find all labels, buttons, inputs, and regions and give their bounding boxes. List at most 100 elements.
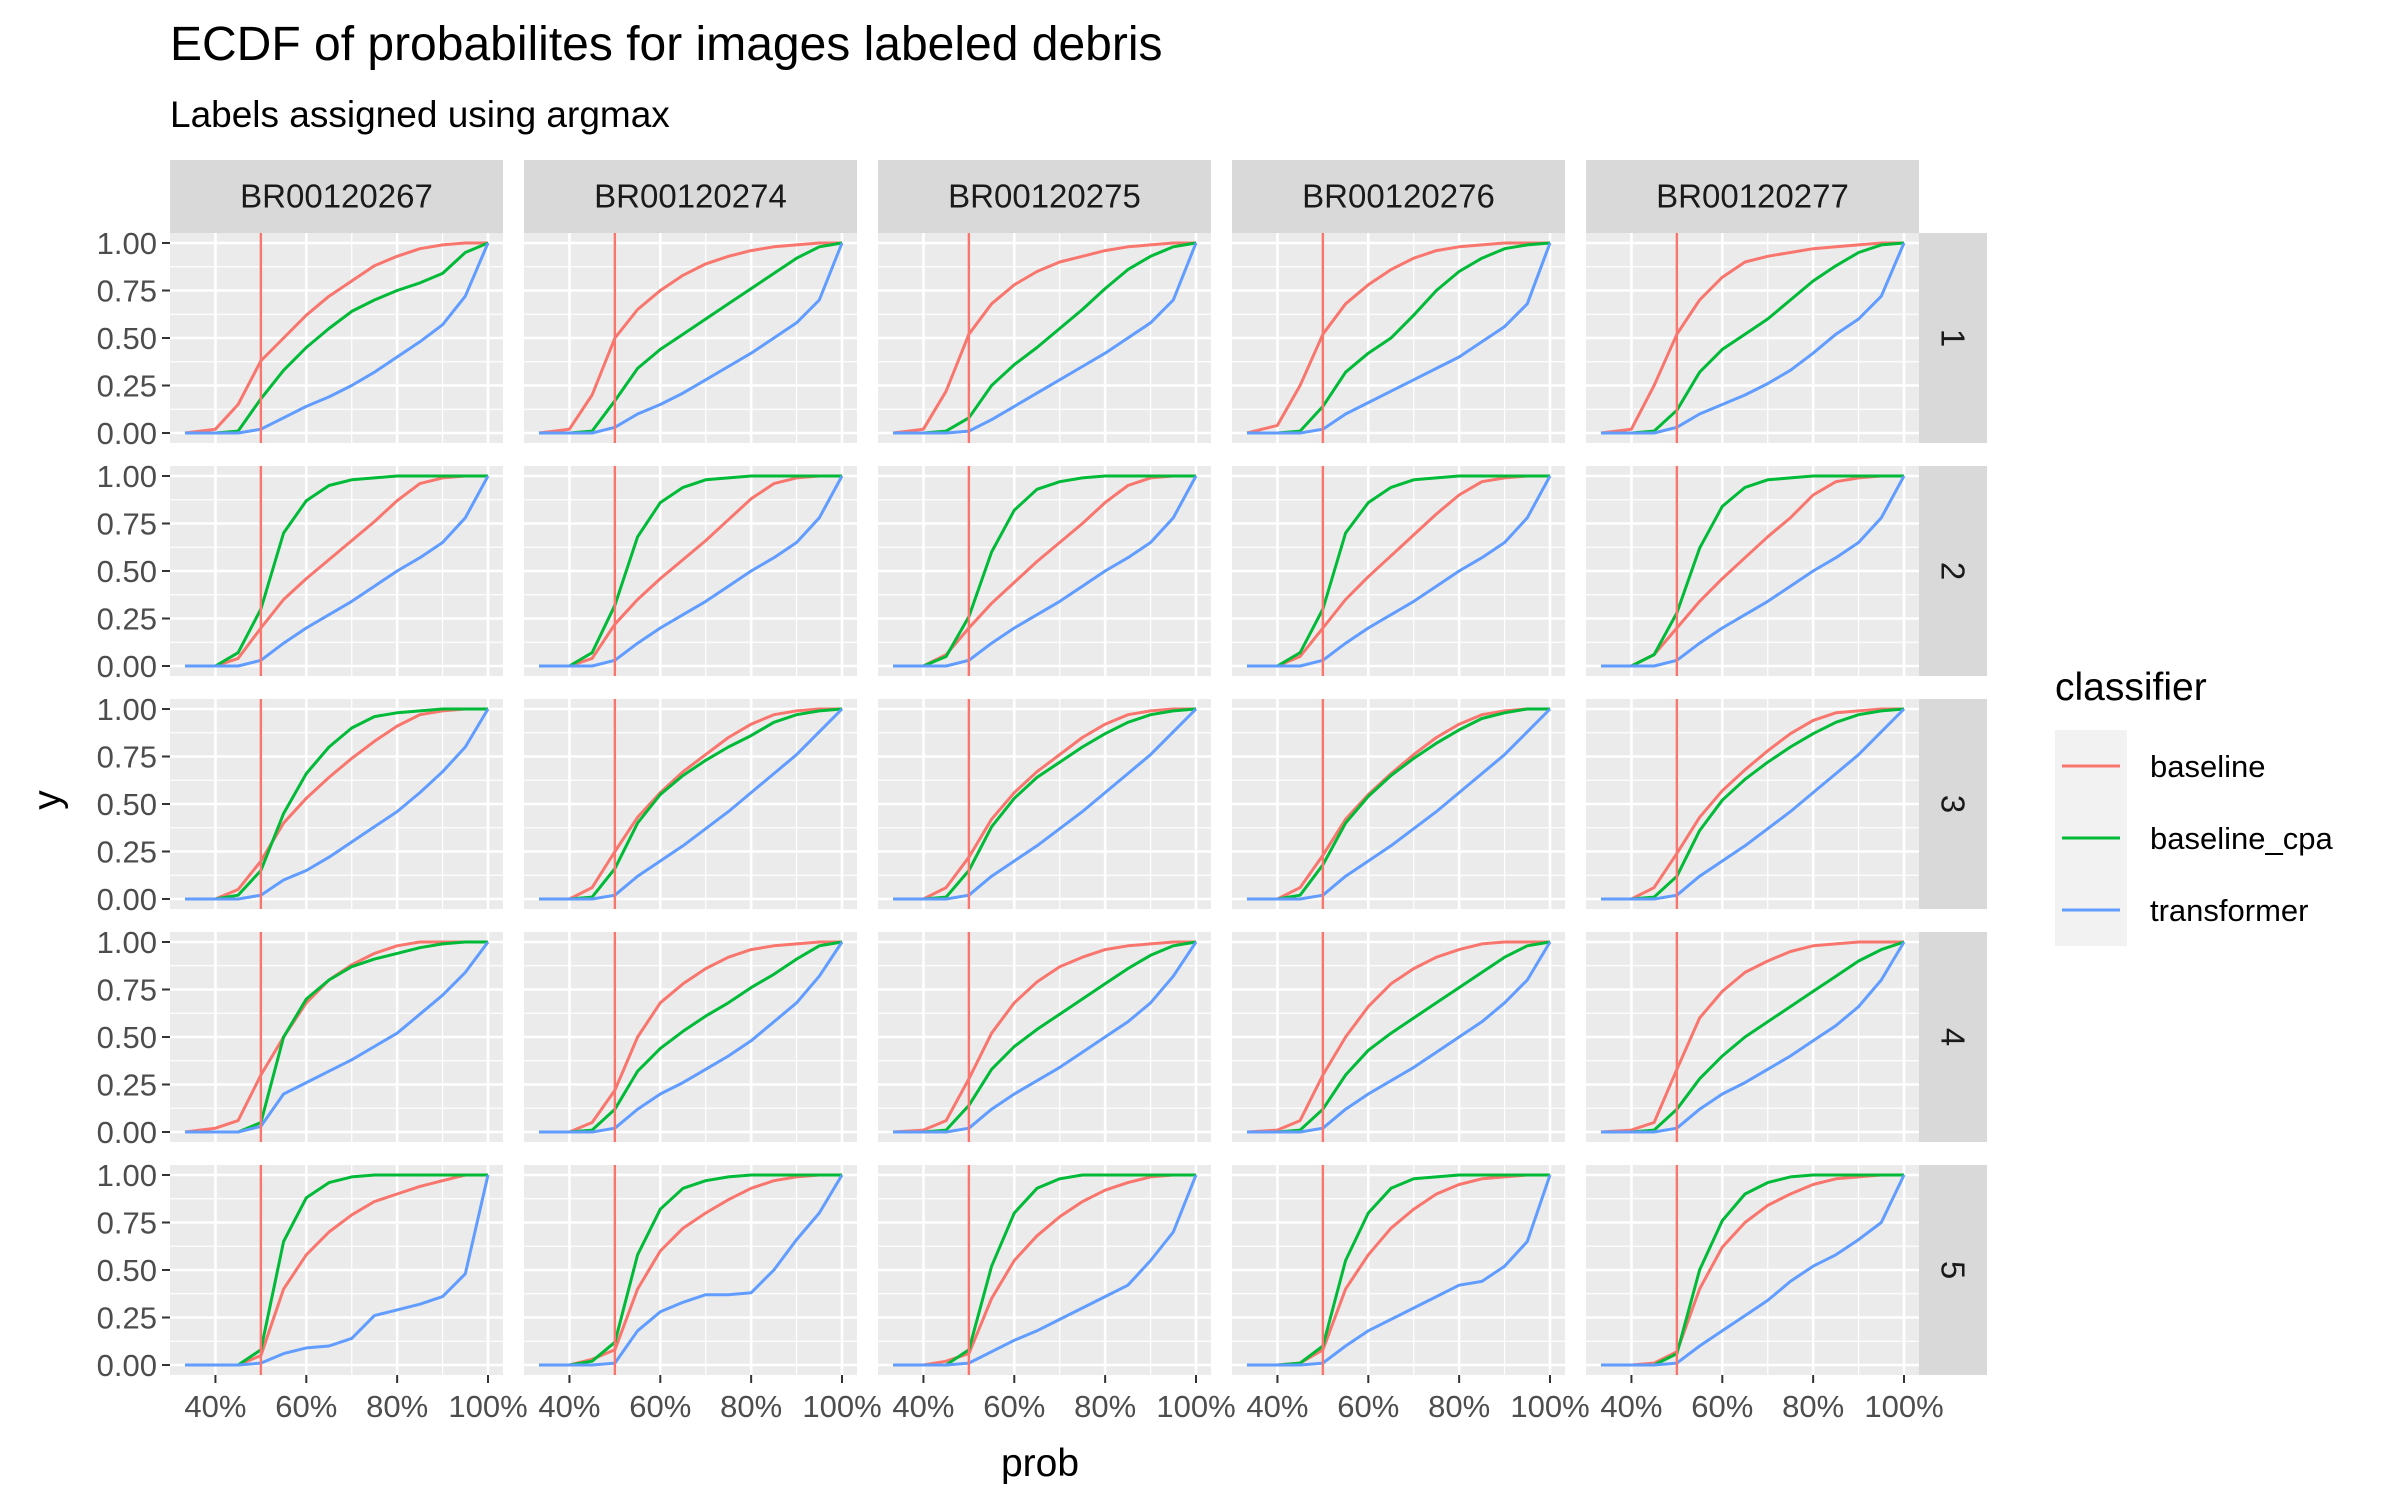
row-strip-label: 2 [1935,562,1972,580]
row-strip-3: 3 [1919,699,1987,909]
legend-label: transformer [2150,893,2308,928]
series-line-transformer [539,941,844,1134]
series-line-baseline-cpa [1247,241,1551,435]
x-tick-label: 40% [538,1389,600,1424]
panel-br00120277-row-3 [1586,699,1919,909]
x-tick-label: 40% [184,1389,246,1424]
x-tick-label: 100% [1864,1389,1943,1424]
x-tick-label: 60% [629,1389,691,1424]
series-line-transformer [893,475,1198,668]
x-tick-label: 80% [366,1389,428,1424]
legend: classifier baseline baseline_cpa transform… [2055,666,2333,946]
y-tick-label: 0.50 [97,554,157,589]
y-tick-label: 0.00 [97,1115,157,1150]
panel-br00120275-row-4 [878,932,1211,1142]
series-line-baseline-cpa [1601,1173,1904,1367]
column-strip-br00120274: BR00120274 [524,160,857,233]
series-line-baseline [538,241,842,435]
panel-br00120276-row-5 [1232,1165,1565,1375]
series-line-transformer [539,242,844,435]
panel-br00120274-row-3 [524,699,857,909]
panel-br00120275-row-5 [878,1165,1211,1375]
column-strip-br00120275: BR00120275 [878,160,1211,233]
y-tick-label: 1.00 [97,1158,157,1193]
y-tick-label: 0.50 [97,321,157,356]
series-line-transformer [185,475,490,668]
chart-title: ECDF of probabilites for images labeled … [170,18,1162,71]
row-strip-4: 4 [1919,932,1987,1142]
series-line-baseline-cpa [893,707,1197,901]
panel-br00120274-row-5 [524,1165,857,1375]
x-tick-label: 80% [1074,1389,1136,1424]
y-tick-label: 0.00 [97,882,157,917]
row-strip-label: 5 [1935,1261,1972,1279]
series-line-transformer [539,1174,844,1367]
series-line-baseline-cpa [1601,241,1905,435]
series-line-transformer [185,1174,490,1367]
x-tick-label: 80% [1782,1389,1844,1424]
series-line-baseline-cpa [1601,474,1904,668]
column-strip-label: BR00120276 [1302,178,1495,215]
x-tick-label: 100% [802,1389,881,1424]
panel-br00120276-row-3 [1232,699,1565,909]
panel-br00120274-row-4 [524,932,857,1142]
x-tick-label: 40% [1246,1389,1308,1424]
panel-br00120267-row-3 [170,699,503,909]
column-strip-label: BR00120275 [948,178,1141,215]
y-tick-label: 0.25 [97,1301,157,1336]
series-line-transformer [893,242,1198,435]
series-line-transformer [1247,475,1552,668]
panel-br00120275-row-2 [878,466,1211,676]
series-line-baseline-cpa [539,940,843,1134]
series-line-baseline [892,241,1196,435]
series-line-baseline [1247,707,1550,901]
series-line-baseline-cpa [1247,940,1551,1134]
series-line-baseline [1600,241,1904,435]
column-strip-br00120267: BR00120267 [170,160,503,233]
series-line-baseline [892,940,1196,1134]
series-line-baseline-cpa [1601,940,1905,1134]
panel-br00120274-row-1 [524,233,857,443]
legend-item-baseline: baseline [2055,730,2265,802]
x-axis-title: prob [1001,1442,1079,1485]
panel-br00120277-row-4 [1586,932,1919,1142]
panel-br00120267-row-2 [170,466,503,676]
x-tick-label: 100% [1156,1389,1235,1424]
x-tick-label: 60% [275,1389,337,1424]
legend-label: baseline_cpa [2150,821,2333,856]
y-tick-label: 0.50 [97,1253,157,1288]
panel-br00120267-row-4 [170,932,503,1142]
series-line-baseline-cpa [893,1173,1196,1367]
panel-br00120274-row-2 [524,466,857,676]
x-tick-label: 80% [1428,1389,1490,1424]
series-line-baseline-cpa [1247,1173,1550,1367]
legend-item-transformer: transformer [2055,874,2308,946]
series-line-baseline [1600,940,1904,1134]
series-line-transformer [539,707,844,901]
y-axis-title: y [26,790,69,810]
series-line-transformer [1247,707,1552,901]
series-line-baseline [1247,474,1550,668]
y-tick-label: 0.00 [97,1348,157,1383]
panel-br00120267-row-5 [170,1165,503,1375]
column-strip-br00120277: BR00120277 [1586,160,1919,233]
series-line-baseline-cpa [539,1173,842,1367]
x-tick-label: 100% [1510,1389,1589,1424]
legend-title: classifier [2055,666,2207,709]
series-line-baseline-cpa [185,707,488,901]
series-line-baseline-cpa [1247,707,1550,901]
panel-br00120277-row-5 [1586,1165,1919,1375]
chart-subtitle: Labels assigned using argmax [170,94,670,135]
row-strip-1: 1 [1919,233,1987,443]
series-line-baseline-cpa [539,474,842,668]
series-line-baseline-cpa [1247,474,1550,668]
series-line-transformer [1601,941,1906,1134]
series-line-transformer [539,475,844,668]
row-strip-5: 5 [1919,1165,1987,1375]
panel-br00120276-row-4 [1232,932,1565,1142]
y-tick-label: 0.00 [97,416,157,451]
series-line-baseline-cpa [185,1173,488,1367]
series-line-transformer [893,1174,1198,1367]
y-tick-label: 0.75 [97,740,157,775]
panel-br00120276-row-2 [1232,466,1565,676]
